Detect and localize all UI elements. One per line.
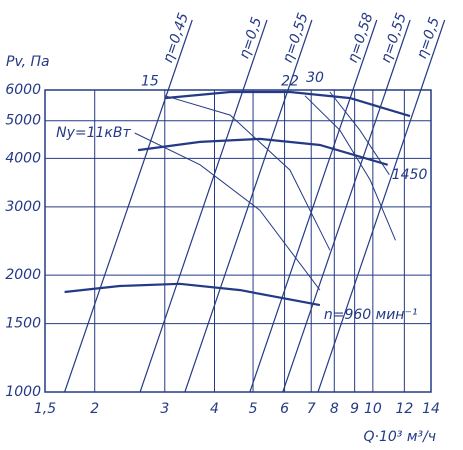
efficiency-label: η=0,55 — [378, 11, 410, 65]
efficiency-line — [64, 89, 169, 393]
plot-frame — [44, 89, 432, 393]
efficiency-line-extension — [420, 19, 446, 91]
x-tick-label: 10 — [364, 401, 382, 417]
efficiency-line-extension — [352, 19, 378, 91]
y-tick-label: 1000 — [5, 384, 41, 400]
power-line — [329, 91, 390, 175]
efficiency-line-extension — [242, 19, 268, 91]
y-axis-title: Pv, Па — [6, 54, 50, 70]
y-tick-label: 6000 — [5, 82, 41, 98]
curve-label: 1450 — [392, 167, 428, 183]
x-tick-label: 14 — [422, 401, 440, 417]
y-tick-label: 5000 — [5, 113, 41, 129]
efficiency-line — [282, 89, 387, 393]
x-tick-label: 9 — [350, 401, 359, 417]
y-tick-label: 4000 — [5, 150, 41, 166]
x-tick-label: 8 — [330, 401, 339, 417]
x-tick-label: 7 — [307, 401, 316, 417]
curve-label: n=960 мин⁻¹ — [324, 307, 418, 323]
efficiency-line — [249, 89, 354, 393]
fan-curve — [164, 90, 411, 118]
efficiency-label: η=0,45 — [160, 11, 192, 65]
x-tick-label: 12 — [395, 401, 413, 417]
y-tick-label: 1500 — [5, 316, 41, 332]
x-tick-label: 4 — [210, 401, 219, 417]
efficiency-label: η=0,55 — [280, 11, 312, 65]
efficiency-line-extension — [287, 19, 313, 91]
fan-curve — [137, 137, 389, 166]
y-tick-label: 3000 — [5, 199, 41, 215]
efficiency-line-extension — [167, 19, 193, 91]
power-label: 15 — [141, 74, 159, 90]
x-tick-label: 6 — [280, 401, 289, 417]
power-line — [134, 132, 321, 291]
efficiency-line-extension — [385, 19, 411, 91]
efficiency-line — [184, 89, 289, 393]
x-tick-label: 5 — [249, 401, 258, 417]
x-tick-label: 1,5 — [34, 401, 56, 417]
efficiency-label: η=0,58 — [345, 11, 377, 65]
power-label: 30 — [306, 70, 324, 86]
x-tick-label: 2 — [90, 401, 99, 417]
power-line — [164, 95, 331, 251]
x-axis-title: Q·10³ м³/ч — [363, 429, 436, 445]
fan-curve — [64, 282, 321, 307]
power-label: Ny=11кВт — [56, 125, 131, 141]
efficiency-line — [317, 89, 422, 393]
efficiency-line — [139, 89, 244, 393]
x-tick-label: 3 — [160, 401, 169, 417]
y-tick-label: 2000 — [5, 267, 41, 283]
power-label: 22 — [281, 74, 299, 90]
